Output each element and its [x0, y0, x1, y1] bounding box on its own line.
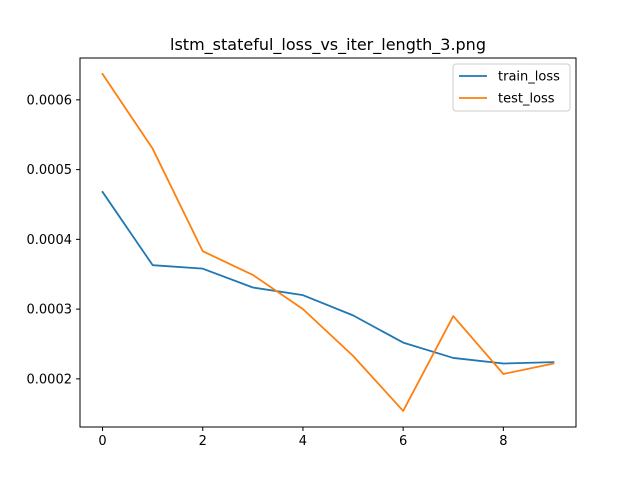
series-layer	[101, 72, 555, 412]
y-tick-label: 0.0004	[27, 233, 73, 248]
legend-label-test-loss: test_loss	[498, 92, 555, 107]
x-tick-label: 2	[199, 434, 207, 449]
legend-label-train-loss: train_loss	[498, 70, 560, 85]
legend: train_loss test_loss	[452, 63, 571, 112]
y-tick-label: 0.0005	[27, 163, 73, 178]
y-tick-label: 0.0002	[27, 372, 73, 387]
plot-frame	[79, 57, 577, 428]
chart-title: lstm_stateful_loss_vs_iter_length_3.png	[170, 35, 486, 55]
x-tick-label: 0	[98, 434, 106, 449]
y-axis: 0.0002 0.0003 0.0004 0.0005 0.0006	[27, 93, 80, 387]
y-tick-label: 0.0006	[27, 93, 73, 108]
series-line-test-loss	[101, 72, 555, 412]
y-tick-label: 0.0003	[27, 303, 73, 318]
series-line-train-loss	[101, 190, 555, 365]
x-axis: 0 2 4 6 8	[98, 427, 507, 449]
x-tick-label: 4	[299, 434, 307, 449]
x-tick-label: 8	[499, 434, 507, 449]
x-tick-label: 6	[399, 434, 407, 449]
